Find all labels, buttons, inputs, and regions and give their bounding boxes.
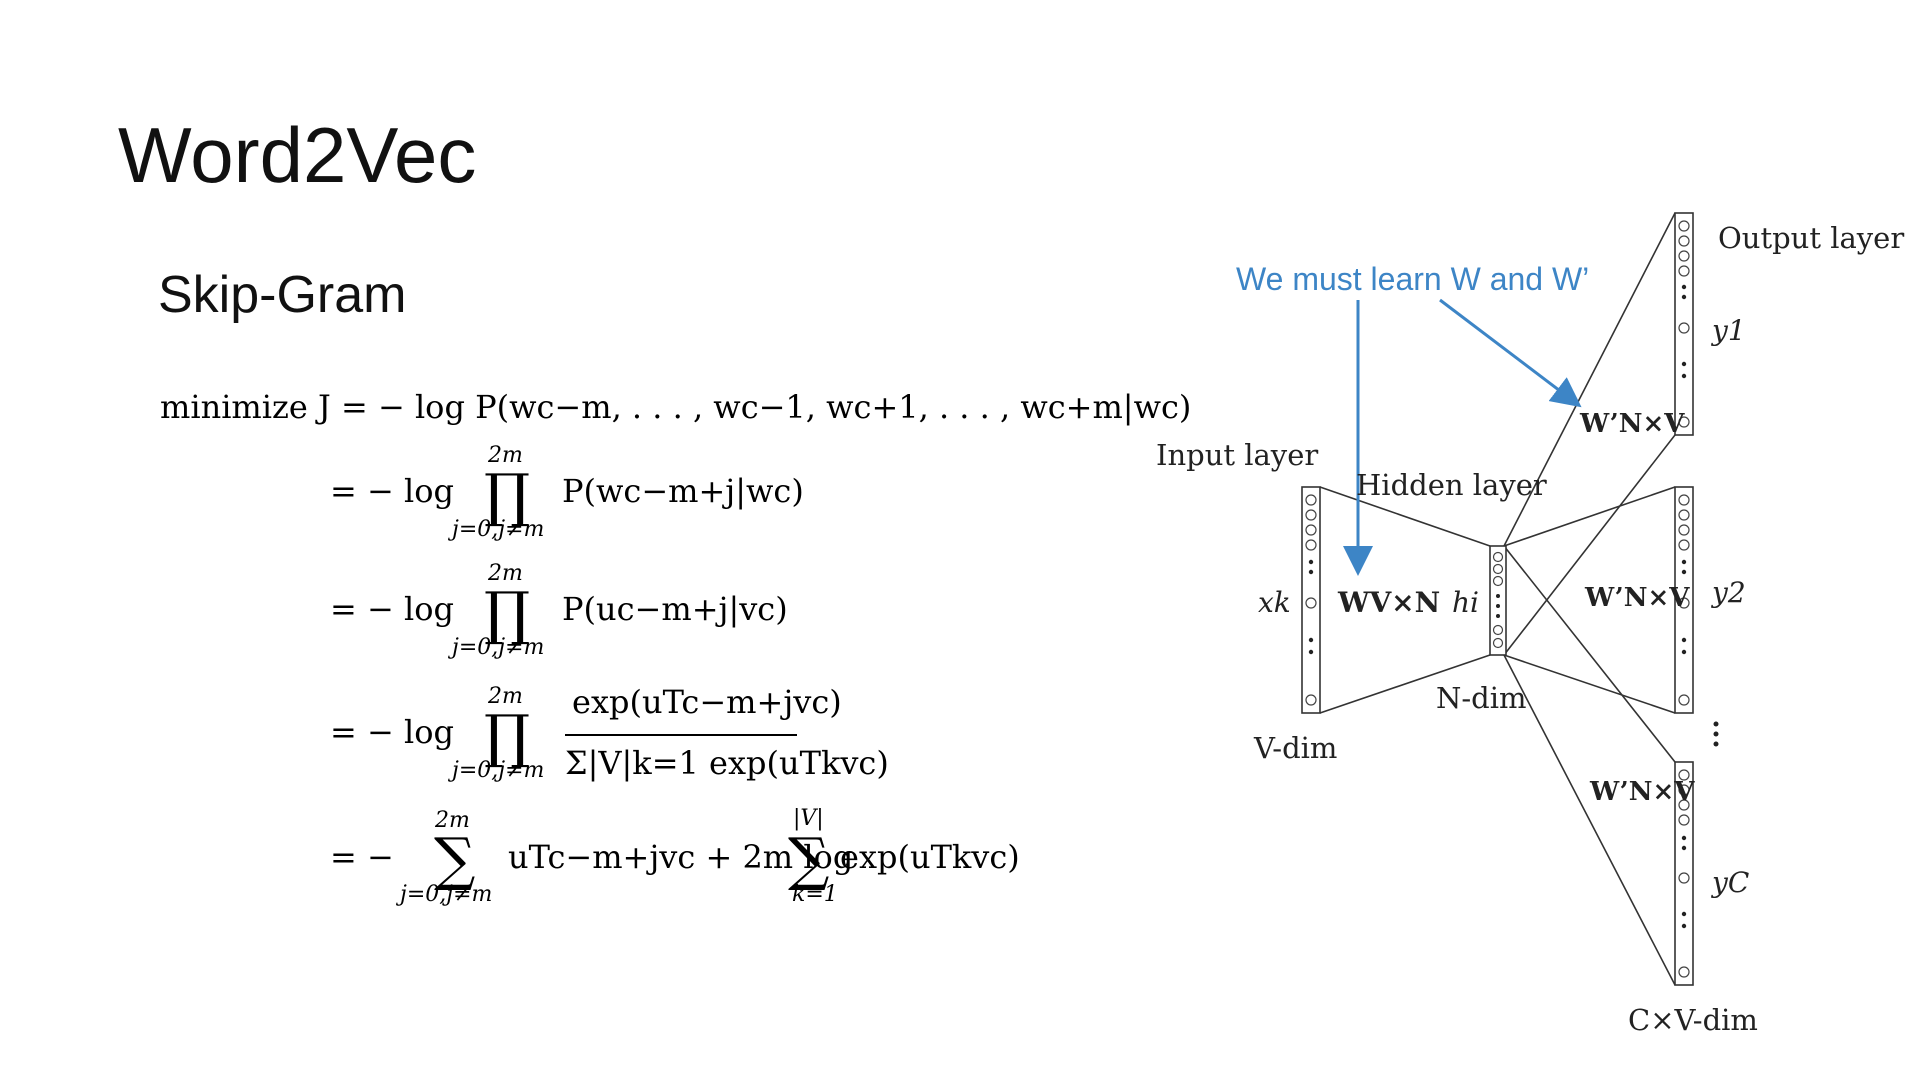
equation-line-5-middle: uTc−m+jvc + 2m log [508, 838, 854, 876]
cv-dim-label: C×V-dim [1628, 1003, 1758, 1037]
y-1-label: y1 [1710, 314, 1746, 347]
fraction-bar [565, 734, 797, 736]
edge-hidden-to-out1-bottom [1503, 434, 1676, 656]
equation-line-1: minimize J = − log P(wc−m, . . . , wc−1,… [160, 388, 1191, 426]
slide-title: Word2Vec [118, 111, 477, 199]
sum-symbol: ∑ [788, 825, 830, 893]
y-c-label: yC [1710, 866, 1749, 899]
input-layer-column [1301, 486, 1321, 714]
product-lower-limit: j=0,j≠m [452, 517, 545, 542]
v-dim-label: V-dim [1253, 731, 1337, 765]
equation-line-2-rhs: P(wc−m+j|wc) [562, 472, 804, 510]
output-1-ellipsis [1681, 284, 1687, 379]
minimize-label: minimize [160, 388, 308, 426]
fraction-denominator: Σ|V|k=1 exp(uTkvc) [565, 744, 889, 782]
equation-line-3-lhs: = − log [330, 590, 454, 628]
sum-lower-limit: k=1 [792, 882, 838, 907]
equation-line-3-rhs: P(uc−m+j|vc) [562, 590, 788, 628]
h-i-label: hi [1452, 586, 1479, 619]
input-ellipsis [1308, 559, 1314, 655]
output-2-neurons [1678, 494, 1690, 706]
product-upper-limit: 2m [488, 684, 523, 709]
edge-input-bottom-to-hidden [1319, 654, 1491, 714]
edge-input-top-to-hidden [1319, 486, 1491, 547]
output-c-neurons [1678, 769, 1690, 978]
input-neurons [1305, 494, 1317, 706]
hidden-neurons [1492, 551, 1504, 649]
hidden-ellipsis [1496, 594, 1500, 618]
w-prime-label-3: W’N×V [1589, 777, 1695, 807]
y-2-label: y2 [1710, 576, 1746, 609]
product-symbol: ∏ [484, 702, 531, 770]
edge-hidden-to-out2-top [1503, 486, 1676, 547]
objective-expression: J = − log P(wc−m, . . . , wc−1, wc+1, . … [317, 388, 1192, 426]
product-lower-limit: j=0,j≠m [452, 758, 545, 783]
edge-hidden-to-out2-bottom [1503, 654, 1676, 714]
fraction-numerator: exp(uTc−m+jvc) [572, 683, 842, 721]
sum-upper-limit: 2m [435, 808, 470, 833]
sum-lower-limit: j=0,j≠m [400, 882, 493, 907]
sum-symbol: ∑ [434, 825, 476, 893]
sum-upper-limit: |V| [793, 806, 824, 831]
equation-line-5-end: exp(uTkvc) [840, 838, 1020, 876]
product-upper-limit: 2m [488, 561, 523, 586]
w-prime-label-1: W’N×V [1579, 409, 1685, 439]
w-prime-label-2: W’N×V [1584, 583, 1690, 613]
output-columns-ellipsis [1713, 721, 1719, 747]
edge-hidden-to-outC-bottom [1503, 654, 1676, 986]
output-c-ellipsis [1681, 835, 1687, 929]
output-layer-label: Output layer [1718, 221, 1904, 255]
equation-line-2-lhs: = − log [330, 472, 454, 510]
product-upper-limit: 2m [488, 443, 523, 468]
equation-line-5-lhs: = − [330, 838, 394, 876]
output-1-neurons [1678, 220, 1690, 428]
product-symbol: ∏ [484, 461, 531, 529]
edge-hidden-to-out1-top [1503, 212, 1676, 547]
n-dim-label: N-dim [1436, 681, 1527, 715]
edge-hidden-to-outC-top [1503, 545, 1676, 763]
output-2-ellipsis [1681, 559, 1687, 655]
x-k-label: xk [1258, 586, 1291, 619]
input-layer-label: Input layer [1156, 438, 1318, 472]
equation-line-4-lhs: = − log [330, 713, 454, 751]
w-matrix-label: WV×N [1337, 586, 1440, 619]
hidden-layer-label: Hidden layer [1356, 468, 1547, 502]
slide-subtitle: Skip-Gram [158, 266, 407, 324]
product-symbol: ∏ [484, 579, 531, 647]
annotation-arrow-to-w-prime [1439, 298, 1582, 408]
product-lower-limit: j=0,j≠m [452, 635, 545, 660]
annotation-text: We must learn W and W’ [1236, 261, 1589, 297]
